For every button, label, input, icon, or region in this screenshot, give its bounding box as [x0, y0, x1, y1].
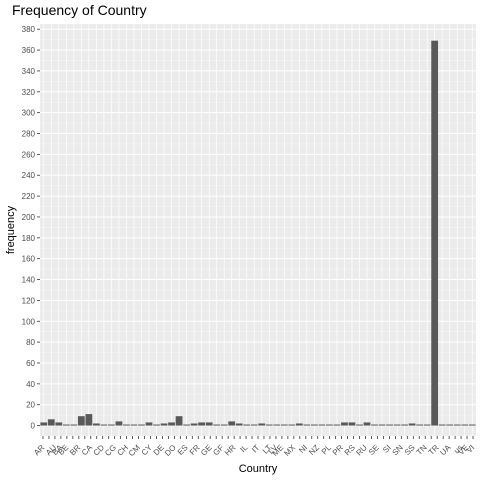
bar — [431, 40, 439, 426]
bar — [378, 424, 386, 426]
x-tick-label: VI — [465, 443, 477, 455]
bar — [356, 424, 363, 426]
bar — [62, 424, 70, 426]
bar — [393, 424, 401, 426]
x-tick-label: IL — [238, 443, 249, 454]
bar — [235, 423, 243, 426]
bar — [318, 424, 326, 426]
bar — [168, 422, 175, 426]
bar — [55, 422, 63, 426]
bar — [310, 424, 318, 426]
grid-lines — [40, 24, 476, 436]
plot-panel — [40, 24, 476, 436]
x-tick-label: IT — [250, 443, 261, 454]
bar — [47, 419, 55, 426]
bar — [461, 424, 469, 426]
bar — [468, 424, 476, 426]
bar — [333, 424, 341, 426]
x-tick-label: SE — [367, 443, 381, 457]
bar — [123, 424, 130, 426]
y-tick-label: 160 — [22, 255, 36, 264]
bar — [303, 424, 311, 426]
y-tick-label: 0 — [31, 422, 36, 431]
bar — [273, 424, 281, 426]
y-tick-label: 20 — [26, 401, 35, 410]
y-tick-label: 240 — [22, 171, 36, 180]
bar — [386, 424, 393, 426]
bar — [363, 422, 371, 426]
bar — [153, 424, 160, 426]
x-tick-label: SI — [381, 443, 393, 455]
bar — [280, 424, 288, 426]
bar — [40, 422, 48, 426]
bar — [341, 422, 348, 426]
bar — [326, 424, 333, 426]
y-tick-label: 140 — [22, 276, 36, 285]
bar — [416, 424, 424, 426]
y-tick-label: 360 — [22, 46, 36, 55]
y-tick-label: 120 — [22, 296, 36, 305]
y-tick-label: 340 — [22, 67, 36, 76]
bar — [190, 423, 198, 426]
y-tick-label: 40 — [26, 380, 35, 389]
bar — [160, 423, 168, 426]
bar — [250, 424, 258, 426]
bar — [243, 424, 251, 426]
bar — [446, 424, 454, 426]
bar — [220, 424, 228, 426]
bar — [138, 424, 145, 426]
bar — [371, 424, 378, 426]
bar — [453, 424, 461, 426]
y-axis-title: frequency — [5, 205, 17, 254]
bar — [92, 423, 100, 426]
x-tick-label: MX — [282, 443, 297, 458]
y-tick-label: 60 — [26, 359, 35, 368]
bar — [288, 424, 296, 426]
bar — [100, 424, 108, 426]
bar — [108, 424, 115, 426]
bar — [183, 424, 190, 426]
bar — [213, 424, 221, 426]
bar — [85, 414, 93, 426]
bar — [438, 424, 446, 426]
y-tick-label: 260 — [22, 150, 36, 159]
bar — [70, 424, 78, 426]
y-tick-label: 80 — [26, 338, 35, 347]
chart-title: Frequency of Country — [12, 2, 147, 18]
y-tick-label: 200 — [22, 213, 36, 222]
bar — [265, 424, 273, 426]
bar — [258, 423, 266, 426]
bar — [348, 422, 356, 426]
bar — [205, 422, 213, 426]
y-tick-label: 300 — [22, 109, 36, 118]
x-tick-label: HR — [223, 443, 238, 458]
y-axis: 0 20 40 60 80 100 120 140 160 180 200 220 240 260 280 3… — [22, 25, 40, 431]
bar — [401, 424, 408, 426]
bar — [130, 424, 138, 426]
x-axis-title: Country — [239, 463, 278, 475]
y-tick-label: 280 — [22, 130, 36, 139]
bar — [423, 424, 431, 426]
y-tick-label: 320 — [22, 88, 36, 97]
bar — [198, 422, 206, 426]
bar — [77, 416, 85, 426]
y-tick-label: 220 — [22, 192, 36, 201]
y-tick-label: 180 — [22, 234, 36, 243]
bar — [295, 423, 303, 426]
bar — [115, 421, 123, 426]
bar — [228, 421, 236, 426]
y-tick-label: 100 — [22, 317, 36, 326]
bars — [40, 40, 476, 426]
bar — [145, 422, 153, 426]
x-tick-label: UA — [438, 443, 453, 458]
bar — [175, 416, 183, 426]
bar — [408, 423, 416, 426]
y-tick-label: 380 — [22, 25, 36, 34]
